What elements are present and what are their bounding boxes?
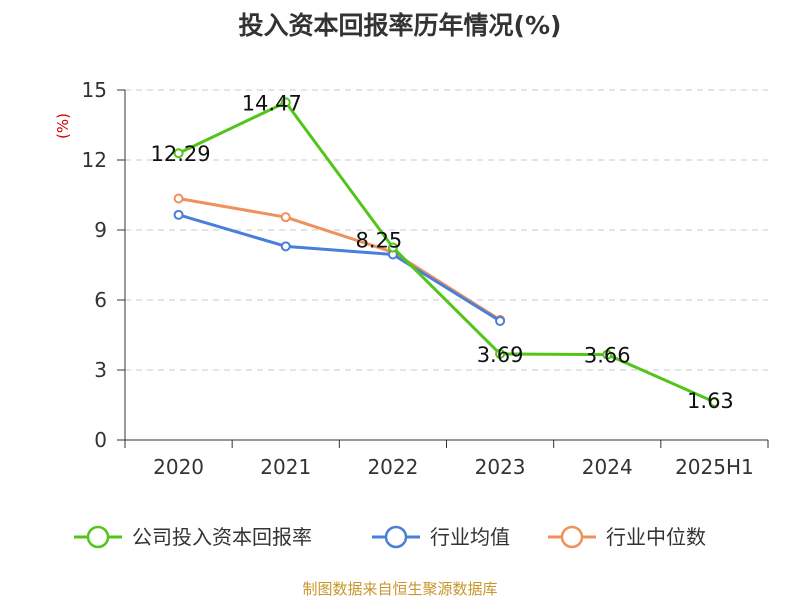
data-label: 8.25 bbox=[356, 229, 403, 253]
series-point-0 bbox=[280, 97, 291, 108]
legend: 公司投入资本回报率 行业均值 行业中位数 bbox=[74, 525, 706, 549]
legend-label-1: 行业均值 bbox=[430, 525, 510, 549]
x-tick-label: 2022 bbox=[367, 455, 418, 479]
data-label: 14.47 bbox=[242, 91, 302, 115]
x-tick-label: 2023 bbox=[475, 455, 526, 479]
series-point-0 bbox=[387, 242, 398, 253]
series-point-1 bbox=[495, 316, 506, 326]
y-axis-title: (%) bbox=[54, 113, 72, 139]
series-point-1 bbox=[280, 241, 291, 252]
series-lines bbox=[173, 97, 720, 407]
series-line-1 bbox=[178, 213, 501, 323]
y-tick-label: 15 bbox=[82, 78, 107, 102]
footer-source: 制图数据来自恒生聚源数据库 bbox=[302, 580, 498, 598]
y-tick-label: 3 bbox=[94, 358, 107, 382]
data-label: 3.69 bbox=[477, 343, 524, 367]
series-line-0 bbox=[177, 100, 716, 404]
x-tick-label: 2020 bbox=[153, 455, 204, 479]
axes: 0 3 6 9 12 15 2020 2021 2022 2023 2024 2025H1 bbox=[82, 78, 769, 479]
legend-swatch-marker-1 bbox=[384, 525, 408, 549]
y-tick-label: 12 bbox=[82, 148, 107, 172]
series-point-2 bbox=[280, 212, 291, 223]
series-point-0 bbox=[709, 396, 720, 407]
legend-label-0: 公司投入资本回报率 bbox=[132, 525, 312, 549]
series-point-1 bbox=[173, 209, 184, 220]
series-point-0 bbox=[602, 349, 613, 360]
series-point-2 bbox=[173, 193, 184, 204]
series-point-0 bbox=[495, 348, 506, 359]
legend-swatch-marker-0 bbox=[86, 525, 110, 549]
data-label: 1.63 bbox=[687, 389, 734, 413]
chart-title: 投入资本回报率历年情况(%) bbox=[238, 11, 562, 40]
series-line-2 bbox=[178, 197, 501, 322]
y-tick-label: 0 bbox=[94, 428, 107, 452]
y-tick-label: 9 bbox=[94, 218, 107, 242]
data-label: 12.29 bbox=[151, 142, 211, 166]
y-tick-label: 6 bbox=[94, 288, 107, 312]
x-tick-label: 2024 bbox=[582, 455, 633, 479]
data-label: 3.66 bbox=[584, 344, 631, 368]
legend-swatch-marker-2 bbox=[560, 525, 584, 549]
legend-label-2: 行业中位数 bbox=[606, 525, 706, 549]
x-tick-label: 2021 bbox=[260, 455, 311, 479]
data-labels: 12.29 14.47 8.25 3.69 3.66 1.63 bbox=[151, 91, 734, 413]
series-point-0 bbox=[173, 148, 184, 159]
x-tick-label: 2025H1 bbox=[675, 455, 754, 479]
